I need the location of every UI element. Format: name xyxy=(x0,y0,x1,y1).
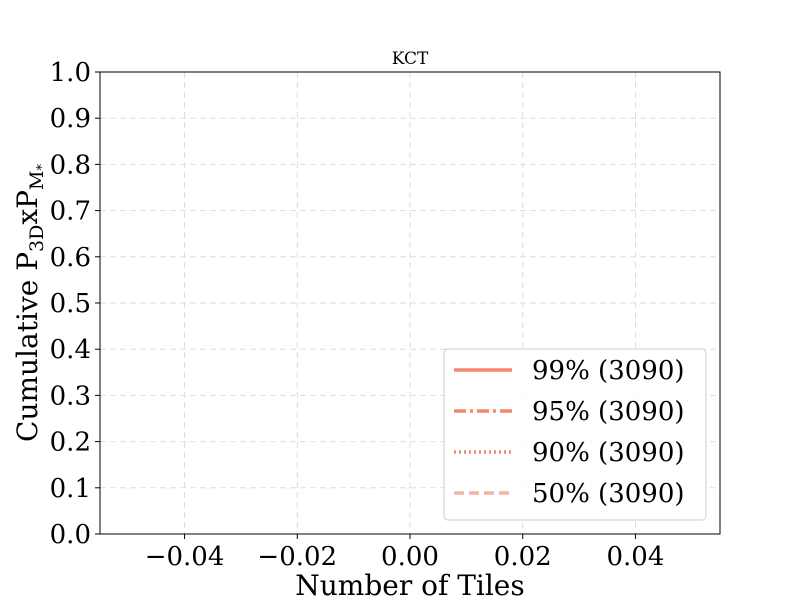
x-tick-label: 0.04 xyxy=(607,542,665,572)
y-tick-label: 0.6 xyxy=(50,243,91,273)
y-tick-label: 0.2 xyxy=(50,428,91,458)
legend: 99% (3090) 95% (3090) 90% (3090) 50% (3090) xyxy=(443,348,707,521)
legend-label: 90% (3090) xyxy=(532,438,685,468)
y-tick-label: 0.1 xyxy=(50,474,91,504)
y-tick-label: 0.9 xyxy=(50,104,91,134)
x-tick-label: 0.02 xyxy=(494,542,552,572)
legend-items: 99% (3090) 95% (3090) 90% (3090) 50% (3090) xyxy=(454,356,685,509)
y-axis-label-subsub-star: * xyxy=(35,164,50,171)
legend-label: 99% (3090) xyxy=(532,356,685,386)
x-tick-label: −0.04 xyxy=(145,542,225,572)
y-tick-label: 0.5 xyxy=(50,289,91,319)
legend-box xyxy=(443,348,707,521)
y-tick-label: 1.0 xyxy=(50,58,91,88)
legend-label: 95% (3090) xyxy=(532,397,685,427)
y-axis-label-base: Cumulative P xyxy=(11,252,44,442)
y-tick-label: 0.8 xyxy=(50,150,91,180)
axis-ticks: −0.04 −0.02 0.00 0.02 0.04 0.0 0.1 0.2 0.3 0.4 0.5… xyxy=(50,58,665,572)
y-tick-label: 0.0 xyxy=(50,520,91,550)
y-tick-label: 0.7 xyxy=(50,197,91,227)
y-tick-label: 0.3 xyxy=(50,381,91,411)
x-tick-label: −0.02 xyxy=(257,542,337,572)
y-axis-label-mid: xP xyxy=(11,190,44,225)
y-axis-label-sub-m: M xyxy=(26,171,48,190)
x-axis-label: Number of Tiles xyxy=(295,569,525,600)
y-tick-label: 0.4 xyxy=(50,335,91,365)
y-axis-label-sub-3d: 3D xyxy=(26,225,48,252)
y-axis-label: Cumulative P3DxPM* xyxy=(11,164,50,442)
x-tick-label: 0.00 xyxy=(381,542,439,572)
chart-title: KCT xyxy=(392,49,429,69)
legend-label: 50% (3090) xyxy=(532,479,685,509)
